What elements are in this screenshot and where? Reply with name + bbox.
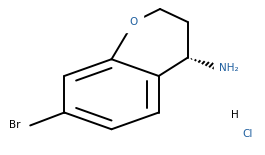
Text: O: O	[130, 17, 138, 27]
Text: Cl: Cl	[243, 129, 253, 139]
Text: NH₂: NH₂	[219, 63, 239, 73]
Text: H: H	[231, 110, 239, 120]
Text: Br: Br	[9, 120, 20, 131]
